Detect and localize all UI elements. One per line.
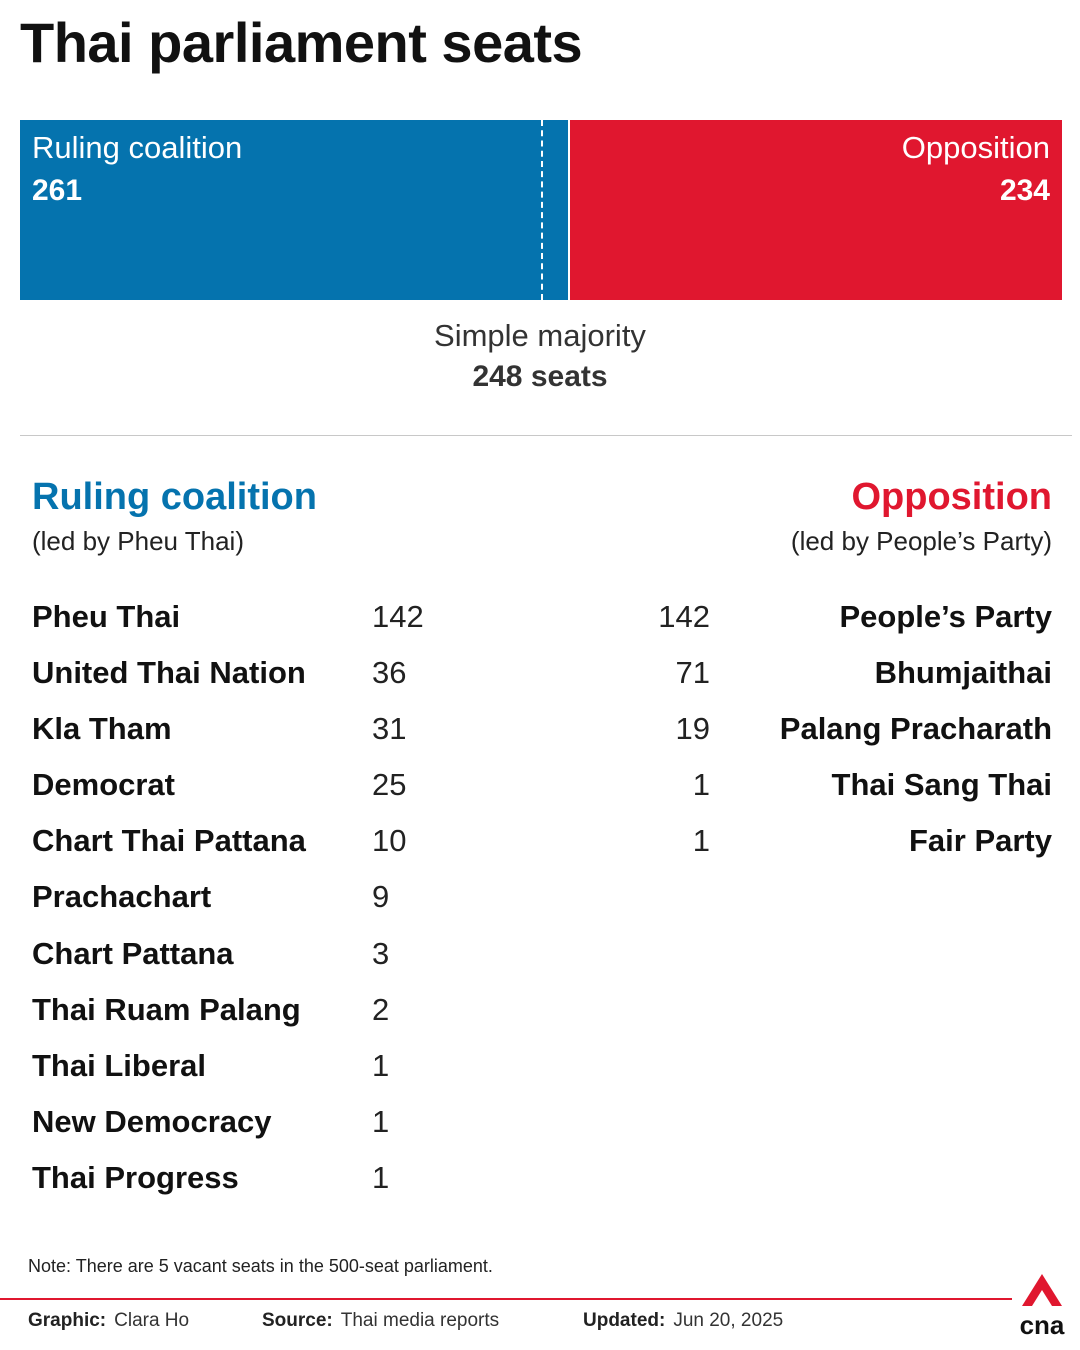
opposition-bar-value: 234 [999, 174, 1050, 207]
opposition-party-row: 19 Palang Pracharath [560, 706, 1052, 762]
ruling-heading: Ruling coalition [32, 476, 317, 518]
footer-source: Source: Thai media reports [262, 1310, 499, 1332]
ruling-party-row: Thai Progress 1 [32, 1155, 492, 1211]
ruling-party-name: New Democracy [32, 1103, 272, 1139]
majority-marker-line [541, 120, 543, 300]
ruling-party-seats: 10 [372, 823, 407, 859]
ruling-party-row: Prachachart 9 [32, 874, 492, 930]
opposition-party-name: Fair Party [908, 823, 1052, 859]
opposition-party-name: Palang Pracharath [779, 711, 1052, 747]
majority-label: Simple majority [434, 318, 646, 353]
ruling-party-seats: 3 [372, 935, 390, 971]
majority-annotation: Simple majority 248 seats [0, 318, 1080, 394]
opposition-subheading: (led by People’s Party) [790, 526, 1052, 556]
opposition-party-seats: 1 [692, 767, 710, 803]
seat-bar-chart: Ruling coalition 261 Opposition 234 [20, 120, 1062, 300]
graphic-value: Clara Ho [114, 1310, 190, 1331]
ruling-party-name: Thai Progress [32, 1159, 239, 1195]
ruling-party-row: Pheu Thai 142 [32, 594, 492, 650]
ruling-party-name: Chart Pattana [32, 935, 234, 971]
ruling-party-row: New Democracy 1 [32, 1099, 492, 1155]
footer-updated: Updated: Jun 20, 2025 [583, 1310, 783, 1332]
ruling-coalition-bar [20, 120, 568, 300]
opposition-party-row: 142 People’s Party [560, 594, 1052, 650]
updated-value: Jun 20, 2025 [673, 1310, 784, 1331]
opposition-party-name: People’s Party [839, 599, 1052, 634]
ruling-party-seats: 31 [372, 711, 407, 747]
ruling-party-row: Kla Tham 31 [32, 706, 492, 762]
page-title: Thai parliament seats [20, 11, 583, 74]
ruling-party-seats: 1 [372, 1103, 390, 1139]
opposition-party-seats: 142 [658, 599, 710, 634]
ruling-party-name: Thai Liberal [32, 1047, 206, 1083]
ruling-party-row: Thai Liberal 1 [32, 1043, 492, 1099]
ruling-party-row: Thai Ruam Palang 2 [32, 987, 492, 1043]
opposition-heading: Opposition [851, 476, 1052, 518]
opposition-party-name: Bhumjaithai [874, 655, 1052, 691]
source-value: Thai media reports [340, 1310, 500, 1331]
opposition-bar [570, 120, 1062, 300]
ruling-party-row: United Thai Nation 36 [32, 650, 492, 706]
ruling-party-name: Prachachart [32, 879, 212, 915]
ruling-party-name: Chart Thai Pattana [32, 823, 306, 859]
ruling-subheading: (led by Pheu Thai) [32, 526, 244, 556]
cna-logo-icon: cna [1020, 1274, 1065, 1338]
ruling-party-seats: 9 [372, 879, 390, 915]
ruling-party-seats: 36 [372, 655, 407, 691]
ruling-bar-label: Ruling coalition [32, 130, 243, 165]
ruling-party-seats: 2 [372, 991, 390, 1027]
opposition-party-row: 1 Fair Party [560, 818, 1052, 874]
opposition-party-row: 1 Thai Sang Thai [560, 762, 1052, 818]
ruling-party-name: United Thai Nation [32, 655, 306, 691]
ruling-party-seats: 142 [372, 599, 424, 634]
opposition-party-seats: 1 [692, 823, 710, 859]
ruling-party-name: Pheu Thai [32, 599, 181, 634]
opposition-party-row: 71 Bhumjaithai [560, 650, 1052, 706]
opposition-party-seats: 19 [675, 711, 710, 747]
graphic-label: Graphic: [28, 1310, 107, 1331]
ruling-party-seats: 1 [372, 1159, 390, 1195]
ruling-party-list: Pheu Thai 142 United Thai Nation 36 Kla Tham… [32, 594, 492, 1211]
logo-text: cna [1020, 1310, 1065, 1338]
ruling-bar-value: 261 [32, 174, 83, 207]
opposition-party-seats: 71 [675, 655, 710, 691]
note-text: Note: There are 5 vacant seats in the 50… [28, 1256, 493, 1276]
ruling-party-seats: 1 [372, 1047, 390, 1083]
opposition-bar-label: Opposition [901, 130, 1050, 165]
ruling-party-name: Thai Ruam Palang [32, 991, 301, 1027]
footer-divider [0, 1298, 1012, 1300]
ruling-party-seats: 25 [372, 767, 407, 803]
ruling-party-name: Democrat [32, 767, 175, 803]
updated-label: Updated: [583, 1310, 666, 1331]
section-divider [20, 435, 1072, 436]
ruling-party-name: Kla Tham [32, 711, 172, 747]
ruling-party-row: Democrat 25 [32, 762, 492, 818]
ruling-party-row: Chart Thai Pattana 10 [32, 818, 492, 874]
opposition-party-list: 142 People’s Party 71 Bhumjaithai 19 Palang P… [560, 594, 1052, 874]
footer-graphic: Graphic: Clara Ho [28, 1310, 189, 1332]
ruling-party-row: Chart Pattana 3 [32, 931, 492, 987]
opposition-party-name: Thai Sang Thai [831, 767, 1052, 803]
source-label: Source: [262, 1310, 333, 1331]
majority-value: 248 seats [472, 360, 608, 393]
